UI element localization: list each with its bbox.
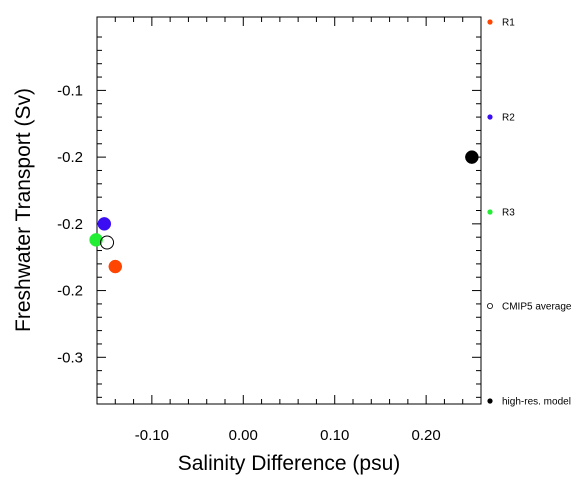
- plot-frame: [96, 16, 482, 405]
- legend-marker: [486, 302, 493, 309]
- y-tick-label: -0.2: [57, 149, 83, 166]
- data-point-r2: [97, 217, 112, 231]
- legend-label: R1: [502, 18, 515, 29]
- data-points: [89, 150, 479, 274]
- x-tick-label: 0.10: [320, 427, 349, 444]
- tick-labels: -0.10 0.00 0.10 0.20 -0.1 -0.2 -0.2 -0.2 -0.3: [57, 82, 441, 444]
- x-tick-label: 0.00: [229, 427, 258, 444]
- legend: R1 R2 R3 CMIP5 average high-res. model: [486, 18, 572, 408]
- x-tick-label: -0.10: [135, 427, 169, 444]
- y-tick-label: -0.2: [57, 216, 83, 233]
- y-tick-label: -0.1: [57, 82, 83, 99]
- y-tick-label: -0.3: [57, 349, 83, 366]
- data-point-r3: [89, 233, 103, 247]
- legend-label: R3: [502, 208, 515, 219]
- legend-marker: [487, 398, 493, 404]
- legend-marker: [487, 19, 493, 25]
- data-point-cmip5-average: [100, 235, 115, 250]
- legend-marker: [487, 209, 493, 215]
- x-tick-label: 0.20: [412, 427, 441, 444]
- x-axis-title: Salinity Difference (psu): [178, 452, 401, 475]
- data-point-high-res-model: [465, 150, 479, 164]
- y-axis-title: Freshwater Transport (Sv): [12, 88, 35, 332]
- legend-marker: [487, 114, 493, 120]
- legend-label: high-res. model: [502, 397, 571, 408]
- legend-label: CMIP5 average: [502, 302, 572, 313]
- legend-label: R2: [502, 113, 515, 124]
- y-tick-label: -0.2: [57, 283, 83, 300]
- data-point-r1: [108, 259, 123, 274]
- axis-ticks: [96, 17, 482, 404]
